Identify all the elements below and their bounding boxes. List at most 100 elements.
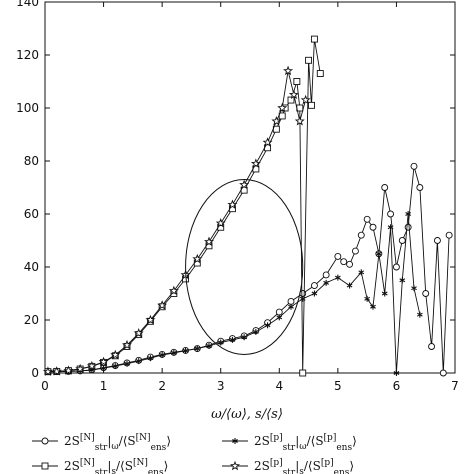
data-point bbox=[305, 56, 313, 64]
data-point bbox=[416, 184, 424, 191]
data-point bbox=[124, 360, 130, 367]
data-point bbox=[411, 285, 417, 292]
data-point bbox=[346, 282, 353, 289]
plot-area: 0 1 2 3 4 5 6 7 0 20 40 60 80 100 120 140 bbox=[16, 0, 459, 393]
series-line bbox=[47, 213, 421, 374]
data-point bbox=[277, 102, 288, 113]
data-point bbox=[42, 366, 53, 376]
legend-label: 2S[N]str|ω/⟨S[N]ens⟩ bbox=[64, 433, 171, 453]
data-point bbox=[275, 308, 283, 316]
data-point bbox=[364, 295, 371, 302]
data-point bbox=[194, 345, 201, 352]
data-point bbox=[300, 94, 311, 105]
data-point bbox=[215, 218, 226, 228]
data-point bbox=[288, 303, 294, 310]
data-point bbox=[381, 290, 388, 297]
data-point bbox=[157, 300, 168, 310]
data-point bbox=[98, 356, 109, 367]
data-point bbox=[358, 269, 365, 276]
legend-entry: 2S[p]str|s/⟨S[p]ens⟩ bbox=[222, 458, 354, 474]
data-point bbox=[250, 158, 261, 168]
annotation-ellipse bbox=[185, 179, 304, 355]
x-tick-label: 4 bbox=[275, 379, 283, 393]
data-point bbox=[100, 365, 107, 372]
series-line bbox=[47, 70, 307, 373]
series-square bbox=[44, 35, 324, 377]
data-point bbox=[399, 277, 406, 284]
y-tick-label: 80 bbox=[24, 154, 39, 168]
data-point bbox=[299, 369, 307, 377]
data-point bbox=[241, 334, 248, 341]
data-point bbox=[392, 263, 400, 271]
data-point bbox=[63, 365, 74, 375]
data-point bbox=[322, 271, 330, 279]
data-point bbox=[323, 279, 330, 286]
data-point bbox=[369, 223, 377, 231]
data-point bbox=[316, 70, 324, 78]
data-point bbox=[229, 336, 236, 343]
series-line bbox=[47, 166, 450, 374]
data-point bbox=[363, 215, 371, 223]
legend-marker bbox=[230, 460, 240, 471]
y-tick-label: 40 bbox=[24, 260, 39, 274]
data-point bbox=[110, 349, 121, 360]
data-point bbox=[206, 342, 212, 349]
data-point bbox=[264, 322, 271, 329]
x-tick-label: 0 bbox=[41, 379, 49, 393]
data-point bbox=[404, 223, 412, 231]
legend-label: 2S[p]str|s/⟨S[p]ens⟩ bbox=[254, 458, 354, 474]
series-circle bbox=[44, 162, 453, 377]
data-point bbox=[398, 237, 406, 244]
data-point bbox=[159, 351, 166, 358]
data-point bbox=[387, 210, 395, 218]
plot-frame bbox=[44, 1, 456, 374]
data-point bbox=[375, 250, 382, 257]
data-point bbox=[288, 89, 299, 100]
data-point bbox=[433, 237, 441, 244]
data-point bbox=[145, 314, 156, 325]
data-point bbox=[370, 303, 376, 310]
series-star bbox=[42, 65, 311, 376]
legend-marker bbox=[232, 438, 238, 444]
x-axis-label: ω/⟨ω⟩, s/⟨s⟩ bbox=[211, 407, 283, 422]
data-point bbox=[445, 231, 453, 239]
legend-marker bbox=[41, 462, 49, 470]
data-point bbox=[351, 247, 359, 255]
data-point bbox=[133, 327, 144, 338]
data-point bbox=[439, 369, 447, 377]
data-point bbox=[203, 236, 215, 247]
data-point bbox=[192, 253, 203, 264]
data-point bbox=[299, 295, 306, 302]
data-point bbox=[381, 184, 389, 191]
x-tick-label: 1 bbox=[100, 379, 108, 393]
data-point bbox=[428, 343, 436, 350]
data-point bbox=[170, 349, 177, 356]
legend: 2S[N]str|ω/⟨S[N]ens⟩ 2S[N]str|s/⟨S[N]ens⟩… bbox=[32, 433, 357, 474]
data-point bbox=[287, 96, 295, 104]
data-point bbox=[239, 179, 250, 190]
data-point bbox=[276, 314, 283, 321]
data-point bbox=[271, 115, 282, 126]
x-tick-label: 6 bbox=[393, 379, 401, 393]
data-point bbox=[346, 260, 354, 268]
data-point bbox=[294, 115, 305, 126]
y-tick-label: 120 bbox=[16, 48, 39, 62]
data-point bbox=[310, 282, 318, 289]
data-point bbox=[86, 360, 97, 371]
data-point bbox=[217, 339, 224, 346]
data-point bbox=[121, 339, 133, 350]
y-tick-label: 20 bbox=[24, 313, 39, 327]
y-tick-label: 100 bbox=[16, 101, 39, 115]
data-point bbox=[147, 355, 154, 362]
data-point bbox=[416, 311, 423, 318]
legend-marker bbox=[41, 437, 49, 445]
data-point bbox=[168, 285, 179, 296]
data-point bbox=[112, 363, 119, 370]
data-point bbox=[311, 290, 318, 297]
data-point bbox=[422, 290, 430, 297]
x-tick-label: 2 bbox=[158, 379, 166, 393]
legend-entry: 2S[N]str|s/⟨S[N]ens⟩ bbox=[32, 458, 168, 474]
data-point bbox=[283, 65, 294, 76]
x-tick-label: 3 bbox=[217, 379, 225, 393]
